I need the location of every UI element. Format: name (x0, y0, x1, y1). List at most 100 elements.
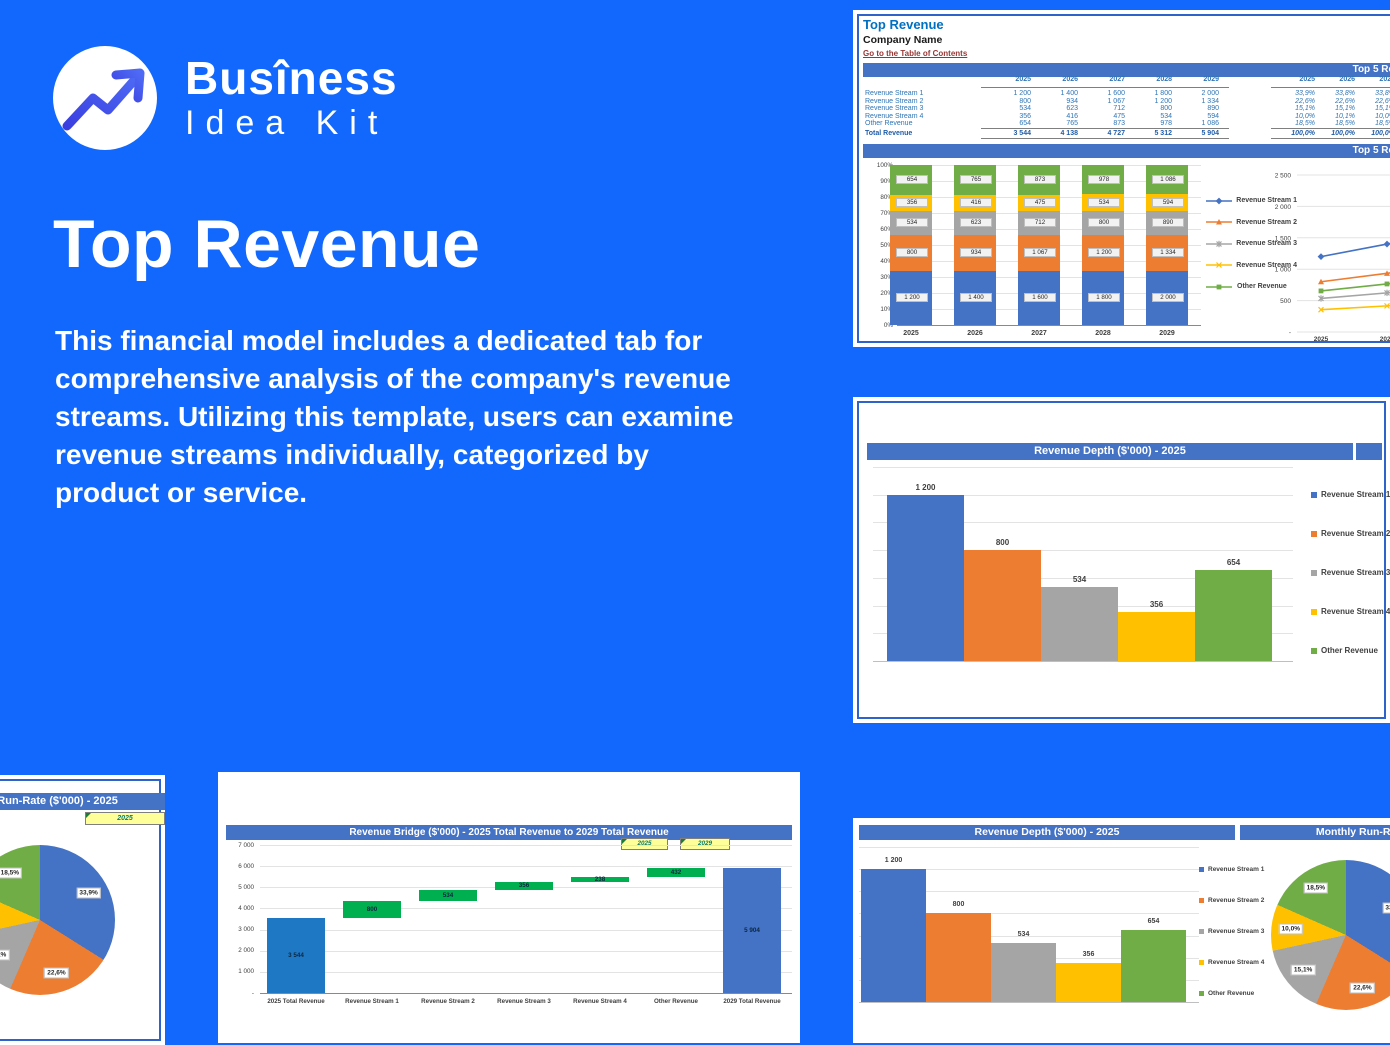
legend-swatch-icon (1311, 530, 1317, 537)
table-percent: 33,9% (1295, 90, 1315, 97)
gridline (859, 847, 1199, 848)
legend-item: Revenue Stream 3 (1199, 916, 1264, 947)
y-axis-tick-label: 2 000 (1275, 204, 1292, 211)
legend-label: Revenue Stream 3 (1208, 928, 1265, 935)
sheet-title: Top Revenue (863, 17, 944, 32)
y-axis-tick-label: 100% (876, 161, 893, 169)
x-axis-line (859, 1002, 1199, 1003)
bar (1195, 570, 1272, 661)
line-series (1320, 291, 1390, 300)
data-label: 534 (1088, 198, 1120, 207)
legend-label: Revenue Stream 2 (1236, 218, 1297, 226)
data-label: 978 (1088, 175, 1120, 185)
pie-slice-label: 15,1% (0, 949, 10, 961)
series-marker (1317, 253, 1325, 261)
y-axis-tick-label: 1 000 (238, 968, 254, 976)
page-description: This financial model includes a dedicate… (55, 325, 734, 508)
x-axis-category-label: Revenue Stream 2 (421, 998, 475, 1005)
legend-marker-icon (1206, 240, 1232, 247)
x-axis-category-label: 2029 (1159, 330, 1175, 337)
table-value: 594 (1207, 112, 1219, 120)
legend-label: Revenue Stream 1 (1321, 490, 1390, 499)
y-axis-tick-label: 90% (880, 177, 893, 185)
table-value: 623 (1066, 105, 1078, 112)
data-label: 1 800 (1088, 293, 1120, 303)
table-year-header: 2029 (1203, 76, 1219, 83)
table-year-header: 2027 (1379, 76, 1390, 83)
data-label: 1 200 (896, 293, 928, 303)
x-axis-category-label: 2026 (967, 330, 983, 337)
chart-section-header: Top 5 Revenue Streams ($'000) - 5 Years … (863, 144, 1390, 158)
legend-item: Other Revenue (1199, 978, 1264, 1009)
table-year-header: 2025 (1299, 76, 1315, 83)
revenue-depth-bar-chart: 1 200 800 534 356 654 (867, 463, 1299, 673)
legend-item: Revenue Stream 2 (1311, 514, 1390, 553)
data-label: 534 (1072, 575, 1087, 584)
gridline (260, 950, 792, 952)
table-value: 534 (1019, 105, 1031, 112)
table-percent: 10,1% (1335, 112, 1355, 120)
year-filter-dropdown[interactable]: 2025 (85, 812, 165, 825)
table-value: 416 (1066, 112, 1078, 120)
x-axis-line (897, 325, 1201, 326)
y-axis-tick-label: 60% (880, 225, 893, 233)
waterfall-total-bar (267, 918, 325, 993)
x-axis-line (260, 993, 792, 994)
next-section-header-stub (1356, 443, 1382, 460)
stacked-bar-chart: 0% 10% 20% 30% 40% 50% 60% 70% 80% 90% 100% 1 200 80… (871, 160, 1201, 340)
legend-swatch-icon (1311, 569, 1317, 576)
table-percent: 18,5% (1335, 120, 1355, 127)
legend-marker-icon (1206, 262, 1232, 269)
gridline (260, 971, 792, 973)
data-label: 623 (960, 218, 992, 228)
table-total-value: 3 544 (1013, 130, 1031, 137)
panel-monthly-run-rate: Monthly Run-Rate ($'000) - 2025 2025 33,… (0, 775, 165, 1045)
table-section-header: Top 5 Revenue Streams ($'000) - 5 Years … (863, 63, 1390, 77)
data-label: 2 000 (1152, 293, 1184, 303)
brand-subname: Idea Kit (185, 104, 389, 142)
data-label: 1 334 (1152, 248, 1184, 258)
bar (1121, 929, 1186, 1002)
legend-item: Revenue Stream 4 (1311, 592, 1390, 631)
y-axis-tick-label: - (1289, 330, 1291, 337)
table-total-label: Total Revenue (865, 130, 913, 137)
y-axis-tick-label: 70% (880, 209, 893, 217)
revenue-depth-legend: Revenue Stream 1 Revenue Stream 2 Revenue … (1199, 854, 1264, 1009)
table-value: 475 (1113, 112, 1125, 120)
data-label: 800 (1088, 218, 1120, 228)
legend-label: Revenue Stream 3 (1321, 568, 1390, 577)
data-label: 800 (896, 248, 928, 258)
trend-arrow-icon (62, 68, 145, 131)
legend-marker-icon (1206, 284, 1232, 290)
waterfall-delta-bar (495, 882, 553, 890)
legend-item: Other Revenue (1205, 276, 1297, 298)
year-from-filter-dropdown[interactable]: 2025 (621, 838, 668, 850)
y-axis-tick-label: 2 500 (1275, 173, 1292, 180)
brand: Busîness Idea Kit (53, 46, 398, 150)
table-rule (1271, 138, 1390, 139)
y-axis-tick-label: - (251, 989, 254, 997)
table-percent: 22,6% (1295, 97, 1315, 105)
table-value: 890 (1207, 105, 1219, 112)
waterfall-delta-bar (571, 877, 629, 883)
bar (861, 869, 926, 1002)
legend-label: Revenue Stream 2 (1321, 529, 1390, 538)
run-rate-pie-chart: 33,9% 22,6% 15,1% 10,0% 18,5% (1271, 860, 1390, 1010)
brand-name: Busîness (185, 52, 398, 104)
data-label: 934 (960, 248, 992, 258)
legend-item: Other Revenue (1311, 631, 1390, 670)
data-label: 1 200 (915, 482, 936, 492)
series-marker (1384, 302, 1390, 309)
year-to-filter-dropdown[interactable]: 2029 (680, 838, 730, 850)
y-axis-tick-label: 6 000 (238, 862, 254, 870)
legend-swatch-icon (1199, 867, 1204, 872)
table-percent: 22,6% (1375, 97, 1390, 105)
waterfall-delta-bar (343, 901, 401, 919)
legend-item: Revenue Stream 3 (1205, 233, 1297, 255)
table-rule (1271, 128, 1390, 129)
x-axis-line (873, 661, 1293, 662)
toc-link[interactable]: Go to the Table of Contents (863, 49, 968, 58)
y-axis-tick-label: 1 000 (1275, 267, 1292, 274)
data-label: 356 (1149, 599, 1164, 609)
bar (1041, 587, 1118, 661)
